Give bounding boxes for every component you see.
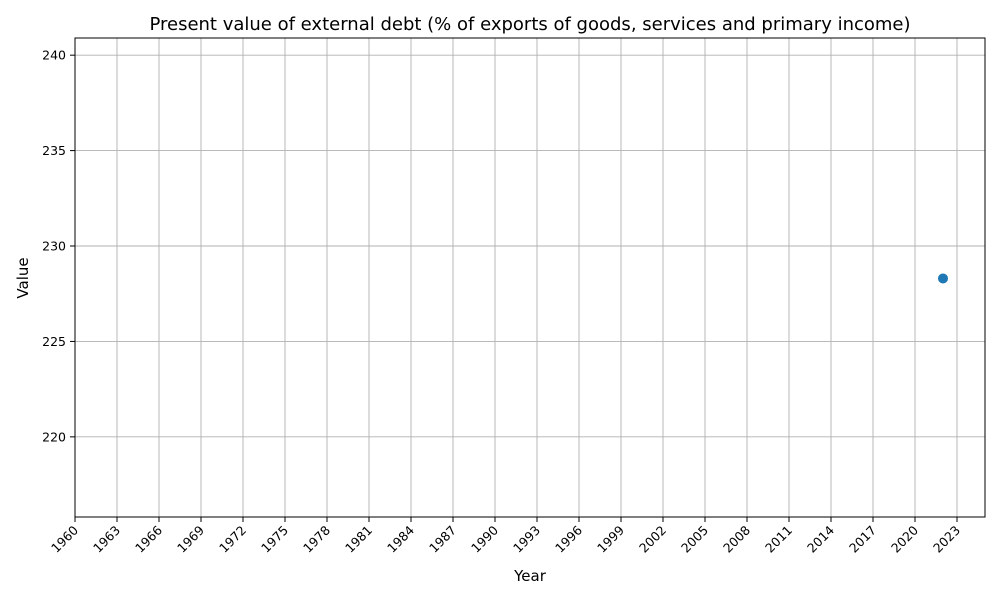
chart-title: Present value of external debt (% of exp… [149, 14, 910, 35]
x-tick-label: 1978 [300, 522, 333, 555]
y-tick-label: 240 [42, 48, 66, 63]
plot-frame [74, 37, 986, 518]
y-tick-label: 225 [42, 334, 66, 349]
x-tick-label: 2002 [636, 523, 669, 556]
x-tick-label: 1990 [468, 522, 501, 555]
x-tick-label: 1969 [174, 522, 207, 555]
x-tick-label: 2011 [762, 523, 795, 556]
data-series [938, 273, 948, 284]
x-tick-label: 1987 [426, 523, 459, 556]
x-tick-label: 2020 [888, 522, 921, 555]
x-tick-label: 1960 [48, 522, 81, 555]
y-tick-label: 230 [42, 239, 66, 254]
y-tick-label: 235 [42, 143, 66, 158]
data-point [938, 273, 948, 284]
x-tick-label: 2023 [930, 523, 963, 556]
y-axis: 220 225 230 235 240 [42, 48, 75, 444]
x-tick-label: 2008 [720, 522, 753, 555]
grid-lines [74, 38, 985, 517]
x-tick-label: 1981 [342, 523, 375, 556]
x-tick-label: 1963 [90, 523, 123, 556]
x-tick-label: 2014 [804, 522, 837, 555]
x-tick-label: 2005 [678, 523, 711, 556]
x-tick-label: 1966 [132, 522, 165, 555]
x-tick-label: 1984 [384, 522, 417, 555]
y-tick-label: 220 [42, 429, 66, 444]
y-axis-label: Value [14, 257, 32, 298]
x-tick-label: 1993 [510, 523, 543, 556]
x-axis-label: Year [513, 567, 547, 585]
x-tick-label: 1999 [594, 522, 627, 555]
x-tick-label: 1972 [216, 523, 249, 556]
x-tick-label: 1975 [258, 523, 291, 556]
x-tick-label: 1996 [552, 522, 585, 555]
x-axis: 1960 1963 1966 1969 1972 1975 1978 1981 1984 1987… [48, 517, 963, 556]
x-tick-label: 2017 [846, 523, 879, 556]
